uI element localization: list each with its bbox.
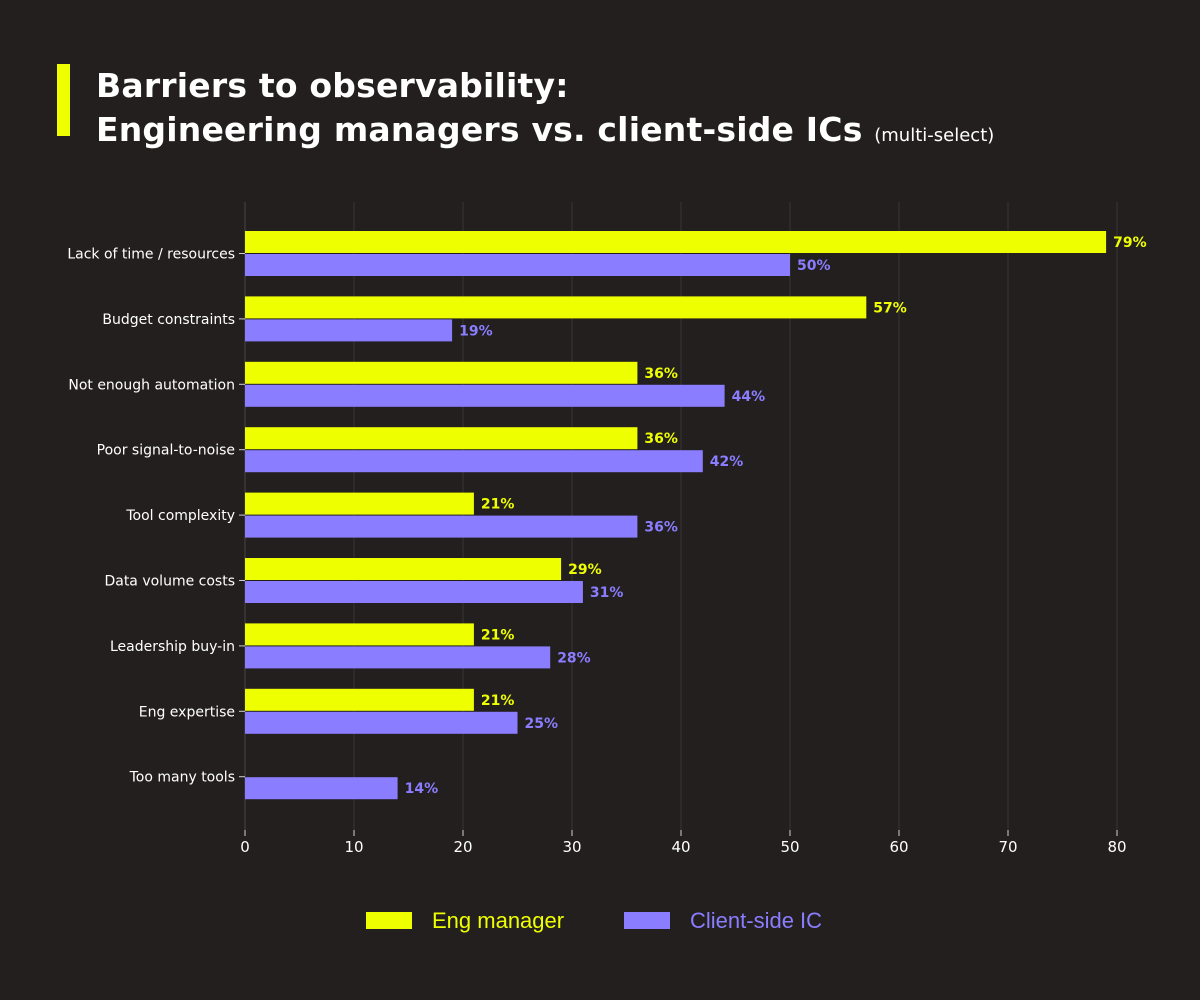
bar-eng-manager [245,427,638,450]
bar-eng-manager [245,231,1107,253]
title-note: (multi-select) [874,125,995,146]
x-tick-label-0: 0 [240,838,250,856]
bar-eng-manager [245,558,562,580]
category-label: Leadership buy-in [110,639,235,655]
category-label: Not enough automation [68,377,235,393]
x-tick-label-50: 50 [780,838,799,856]
legend-swatch-eng-manager [366,912,412,929]
data-label-client-ic: 28% [557,650,591,666]
category-label: Too many tools [129,770,235,786]
bar-eng-manager [245,492,474,515]
data-label-eng-manager: 21% [481,693,515,709]
legend-label-client-ic: Client-side IC [690,908,823,933]
data-label-client-ic: 42% [710,454,744,470]
category-label: Budget constraints [102,312,235,328]
title-line-2: Engineering managers vs. client-side ICs [96,110,863,149]
data-label-eng-manager: 57% [873,300,907,316]
data-label-eng-manager: 21% [481,627,515,643]
x-tick-label-70: 70 [998,838,1017,856]
data-label-client-ic: 50% [797,258,831,274]
category-label: Lack of time / resources [67,247,235,263]
x-tick-label-40: 40 [671,838,690,856]
x-tick-label-20: 20 [453,838,472,856]
bar-client-ic [245,777,398,800]
bar-client-ic [245,450,703,473]
bar-client-ic [245,384,725,407]
bar-eng-manager [245,361,638,384]
data-label-eng-manager: 36% [644,366,678,382]
bar-eng-manager [245,296,867,319]
data-label-client-ic: 14% [405,781,439,797]
bar-client-ic [245,254,790,276]
bar-client-ic [245,646,551,669]
data-label-eng-manager: 29% [568,562,602,578]
chart-legend: Eng manager Client-side IC [0,906,1200,938]
bar-client-ic [245,581,583,603]
bar-client-ic [245,711,518,734]
bar-client-ic [245,515,638,538]
x-tick-label-30: 30 [562,838,581,856]
data-label-client-ic: 25% [525,716,559,732]
data-label-client-ic: 31% [590,585,624,601]
page-title: Barriers to observability: Engineering ma… [96,64,994,158]
data-label-client-ic: 44% [732,389,766,405]
x-tick-label-10: 10 [344,838,363,856]
legend-label-eng-manager: Eng manager [432,908,565,933]
x-tick-label-80: 80 [1107,838,1126,856]
data-label-eng-manager: 36% [644,431,678,447]
category-label: Eng expertise [139,704,235,720]
legend-swatch-client-ic [624,912,670,929]
bar-eng-manager [245,688,474,711]
x-tick-label-60: 60 [889,838,908,856]
category-label: Poor signal-to-noise [97,443,235,459]
bar-eng-manager [245,623,474,646]
category-label: Data volume costs [104,574,235,590]
data-label-client-ic: 36% [644,520,678,536]
data-label-client-ic: 19% [459,323,493,339]
title-line-1: Barriers to observability: [96,66,569,105]
data-label-eng-manager: 79% [1113,235,1147,251]
data-label-eng-manager: 21% [481,497,515,513]
bar-client-ic [245,319,453,342]
title-accent-bar [57,64,70,136]
category-label: Tool complexity [125,508,235,524]
